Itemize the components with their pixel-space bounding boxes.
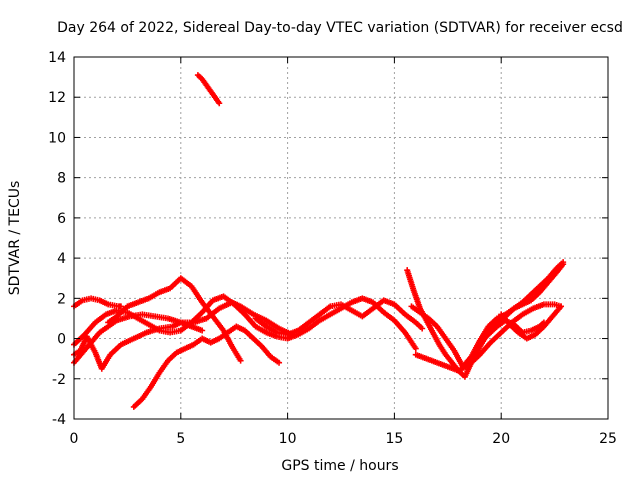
series-arc-G [194, 72, 223, 107]
x-axis-label: GPS time / hours [281, 458, 398, 474]
x-tick-label: 0 [70, 431, 79, 447]
data-point [412, 345, 419, 352]
x-tick-label: 20 [492, 431, 510, 447]
y-tick-label: -2 [52, 372, 66, 388]
data-point [560, 259, 567, 266]
y-axis-label: SDTVAR / TECUs [7, 181, 23, 296]
y-tick-label: 12 [48, 90, 66, 106]
axis-ticks: 0 5 10 15 20 25 -4 -2 0 2 4 6 8 10 12 14 [48, 50, 617, 447]
y-tick-label: 2 [57, 291, 66, 307]
y-tick-label: 14 [48, 50, 66, 66]
x-tick-label: 5 [176, 431, 185, 447]
y-tick-label: -4 [52, 412, 66, 428]
plot-frame [73, 56, 609, 420]
series-arc-M [476, 317, 547, 346]
series-arc-K [408, 259, 567, 370]
data-point [237, 357, 244, 364]
series-arc-B [71, 299, 295, 366]
series-arc-E [105, 275, 244, 364]
data-point [558, 303, 565, 310]
y-tick-label: 6 [57, 211, 66, 227]
series-arc-A [71, 295, 124, 310]
data-point [216, 100, 223, 107]
x-tick-label: 25 [599, 431, 617, 447]
chart-title: Day 264 of 2022, Sidereal Day-to-day VTE… [57, 20, 623, 36]
x-tick-label: 15 [385, 431, 403, 447]
series-arc-H [252, 297, 426, 338]
series-arc-L [412, 301, 565, 374]
y-tick-label: 4 [57, 251, 66, 267]
series-arc-F [130, 323, 283, 410]
series-arc-D [71, 319, 206, 372]
series-arc-N [498, 303, 565, 342]
data-point [419, 325, 426, 332]
data-point [276, 359, 283, 366]
grid-lines [74, 57, 608, 419]
series-arc-I [284, 295, 419, 352]
data-series [71, 72, 567, 410]
data-point [199, 327, 206, 334]
y-tick-label: 10 [48, 130, 66, 146]
y-tick-label: 0 [57, 332, 66, 348]
y-tick-label: 8 [57, 171, 66, 187]
x-tick-label: 10 [279, 431, 297, 447]
